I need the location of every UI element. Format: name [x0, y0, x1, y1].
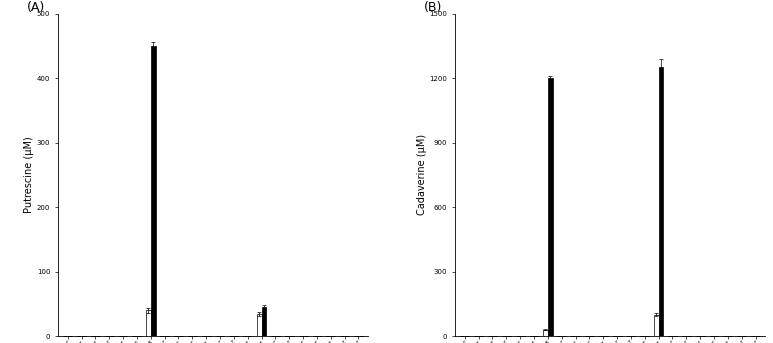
- Bar: [261, 307, 267, 336]
- Bar: [654, 315, 659, 336]
- Y-axis label: Cadaverine (μM): Cadaverine (μM): [417, 134, 427, 215]
- Y-axis label: Putrescine (μM): Putrescine (μM): [24, 137, 34, 213]
- Bar: [659, 68, 663, 336]
- Text: (B): (B): [424, 1, 442, 14]
- Bar: [257, 314, 261, 336]
- Text: (A): (A): [27, 1, 45, 14]
- Bar: [151, 46, 155, 336]
- Bar: [548, 78, 553, 336]
- Bar: [146, 310, 151, 336]
- Bar: [543, 330, 548, 336]
